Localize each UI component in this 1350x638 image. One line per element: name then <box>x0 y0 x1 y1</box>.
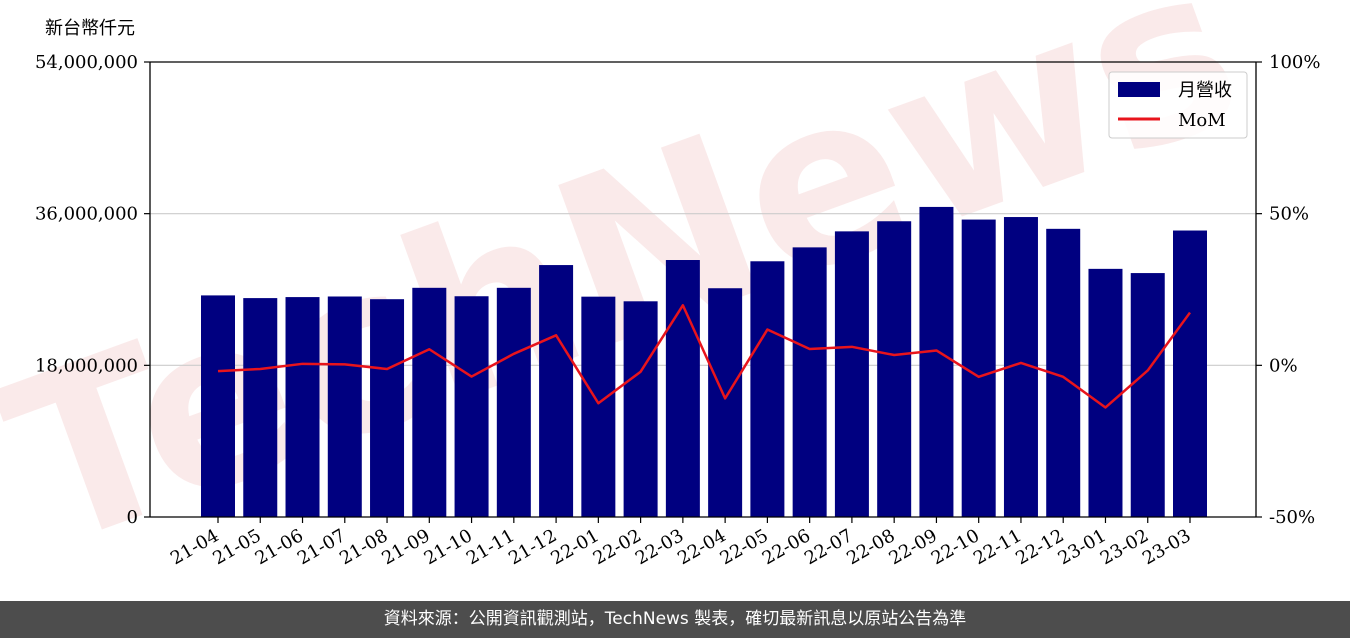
revenue-bar <box>834 231 869 517</box>
legend-bar-swatch <box>1118 82 1160 97</box>
right-tick-label: -50% <box>1269 507 1315 528</box>
legend-label-revenue: 月營收 <box>1178 80 1232 101</box>
revenue-bar <box>961 219 996 517</box>
revenue-bar <box>623 301 658 517</box>
left-tick-label: 18,000,000 <box>35 355 138 376</box>
revenue-bar <box>877 221 912 517</box>
revenue-bar <box>1088 268 1123 517</box>
revenue-bar <box>243 298 278 517</box>
revenue-bar <box>919 206 954 518</box>
left-tick-label: 0 <box>127 507 138 528</box>
revenue-bar <box>1130 273 1165 517</box>
revenue-bar <box>370 299 405 517</box>
revenue-bars <box>201 206 1207 518</box>
left-tick-label: 54,000,000 <box>35 52 138 73</box>
revenue-bar <box>454 296 489 517</box>
revenue-bar <box>708 288 743 517</box>
revenue-bar <box>412 287 447 517</box>
x-tick-label: 23-03 <box>1139 525 1194 569</box>
left-tick-label: 36,000,000 <box>35 204 138 225</box>
revenue-chart: TechNews 018,000,00036,000,00054,000,000… <box>0 0 1320 600</box>
axes <box>149 61 1257 518</box>
right-tick-label: 50% <box>1269 204 1309 225</box>
revenue-bar <box>201 295 235 517</box>
revenue-bar <box>792 247 827 518</box>
legend: 月營收 MoM <box>1108 71 1248 139</box>
right-y-axis-ticks: -50% 0% 50% 100% <box>1256 52 1320 528</box>
revenue-bar <box>581 296 616 517</box>
revenue-bar <box>496 287 531 517</box>
revenue-bar <box>750 261 785 517</box>
revenue-bar <box>539 265 574 517</box>
right-tick-label: 0% <box>1269 355 1298 376</box>
mom-line <box>217 304 1192 409</box>
revenue-bar <box>285 297 320 517</box>
x-axis-ticks: 21-0421-0521-0621-0721-0821-0921-1021-11… <box>167 517 1195 569</box>
revenue-bar <box>665 260 700 517</box>
right-tick-label: 100% <box>1269 52 1320 73</box>
revenue-bar <box>327 296 362 517</box>
unit-label: 新台幣仟元 <box>45 18 135 39</box>
mom-line-layer <box>217 304 1192 409</box>
legend-label-mom: MoM <box>1178 110 1226 131</box>
left-y-axis-ticks: 0 18,000,000 36,000,000 54,000,000 <box>35 52 150 528</box>
source-footer: 資料來源：公開資訊觀測站，TechNews 製表，確切最新訊息以原站公告為準 <box>0 601 1350 638</box>
revenue-bar <box>1173 230 1207 517</box>
